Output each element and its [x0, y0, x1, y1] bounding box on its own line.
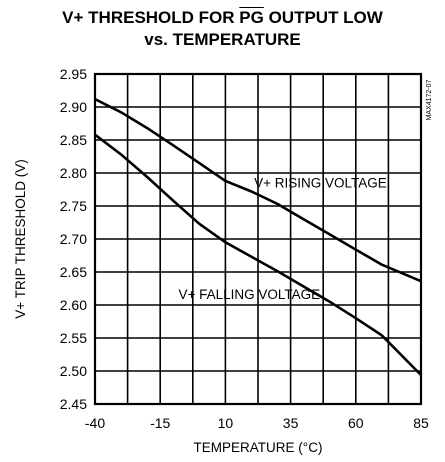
side-code-label: MAX4172-07: [426, 79, 433, 120]
x-tick-label: -40: [85, 415, 105, 431]
y-tick-label: 2.80: [60, 165, 87, 181]
y-tick-label: 2.65: [60, 264, 87, 280]
x-tick-label: 10: [218, 415, 234, 431]
x-tick-label: 60: [348, 415, 364, 431]
chart-title-pg-overline: PG: [239, 8, 264, 27]
y-tick-label: 2.90: [60, 99, 87, 115]
series-layer: [94, 97, 422, 376]
chart-subtitle: vs. TEMPERATURE: [144, 30, 301, 49]
plot-frame: [93, 72, 423, 406]
y-tick-label: 2.60: [60, 297, 87, 313]
x-tick-label: 35: [283, 415, 299, 431]
y-tick-label: 2.50: [60, 363, 87, 379]
y-tick-label: 2.75: [60, 198, 87, 214]
y-tick-labels: 2.95 2.90 2.85 2.80 2.75 2.70 2.65 2.60 2.55 2.50…: [60, 66, 87, 412]
y-tick-label: 2.70: [60, 231, 87, 247]
series-line-rising: [94, 97, 422, 283]
series-line-falling: [94, 133, 422, 376]
y-tick-label: 2.55: [60, 330, 87, 346]
chart-title-part-1: V+ THRESHOLD FOR: [62, 8, 240, 27]
x-tick-labels: -40 -15 10 35 60 85: [85, 415, 429, 431]
annotation-layer: V+ RISING VOLTAGE V+ FALLING VOLTAGE: [178, 176, 386, 303]
annotation-rising: V+ RISING VOLTAGE: [254, 176, 387, 191]
chart-title-part-3: OUTPUT LOW: [263, 8, 383, 27]
x-axis-label: TEMPERATURE (°C): [194, 440, 323, 455]
y-tick-label: 2.85: [60, 132, 87, 148]
y-axis-label: V+ TRIP THRESHOLD (V): [13, 159, 28, 318]
x-tick-label: 85: [413, 415, 429, 431]
chart-title: V+ THRESHOLD FOR PG OUTPUT LOW: [0, 8, 445, 28]
annotation-falling: V+ FALLING VOLTAGE: [178, 287, 320, 302]
y-tick-label: 2.45: [60, 396, 87, 412]
x-tick-label: -15: [150, 415, 170, 431]
y-tick-label: 2.95: [60, 66, 87, 82]
gridlines: [94, 73, 422, 405]
